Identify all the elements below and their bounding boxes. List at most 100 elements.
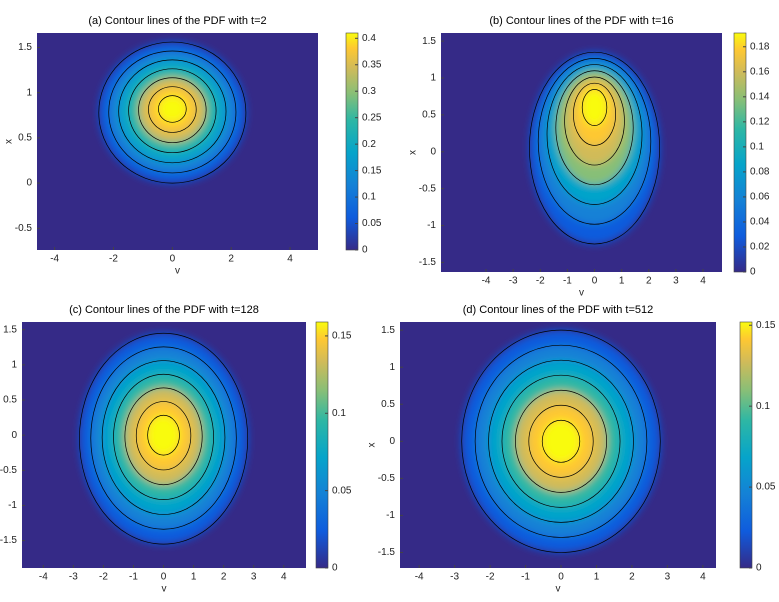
contour-line — [555, 70, 634, 186]
contour-line — [124, 387, 203, 486]
colorbar-tick-label: 0 — [332, 563, 338, 574]
contour-line — [541, 419, 581, 463]
y-axis-label: x — [4, 139, 15, 144]
x-tick-label: 3 — [665, 572, 671, 583]
contour-line — [98, 41, 247, 184]
x-axis-label: v — [556, 584, 561, 595]
contour-line — [461, 329, 661, 553]
contour-line — [118, 59, 227, 164]
x-tick-label: -4 — [39, 572, 48, 583]
colorbar-tick-label: 0.06 — [750, 192, 770, 203]
y-tick-label: 1.5 — [381, 325, 395, 336]
y-tick-label: 0 — [430, 146, 436, 157]
y-tick-label: -0.5 — [419, 183, 437, 194]
contour-line — [528, 404, 594, 478]
x-tick-label: -3 — [450, 572, 459, 583]
colorbar-tick-label: 0.14 — [750, 91, 770, 102]
contour-line — [147, 414, 180, 456]
plot-area — [441, 33, 722, 272]
x-tick-label: 4 — [281, 572, 287, 583]
x-tick-label: 0 — [170, 254, 176, 265]
density-fill — [461, 330, 661, 553]
colorbar-tick-label: 0.04 — [750, 217, 770, 228]
x-tick-label: -1 — [521, 572, 530, 583]
colorbar-tick-label: 0.08 — [750, 167, 770, 178]
colorbar — [739, 321, 753, 569]
colorbar — [315, 321, 329, 569]
x-tick-label: 1 — [191, 572, 197, 583]
density-level — [542, 420, 580, 463]
x-tick-label: -4 — [50, 254, 59, 265]
x-tick-label: -2 — [536, 276, 545, 287]
y-tick-label: -1.5 — [378, 547, 396, 558]
x-tick-label: -1 — [563, 276, 572, 287]
x-tick-label: 2 — [228, 254, 234, 265]
colorbar-tick-label: 0.16 — [750, 66, 770, 77]
contour-line — [515, 389, 607, 493]
y-tick-label: -1.5 — [419, 257, 437, 268]
x-tick-label: 2 — [629, 572, 635, 583]
contour-line — [488, 359, 634, 523]
contour-line — [474, 344, 648, 538]
contour-line — [101, 360, 226, 515]
colorbar-tick-label: 0.4 — [362, 33, 376, 44]
colorbar-tick-label: 0 — [750, 267, 756, 278]
density-level — [158, 95, 187, 123]
y-tick-label: -0.5 — [15, 223, 33, 234]
x-axis-label: v — [579, 288, 584, 299]
colorbar-tick-label: 0.25 — [362, 112, 382, 123]
colorbar-tick-label: 0.1 — [362, 192, 376, 203]
density-level — [582, 89, 607, 126]
contour-line — [79, 332, 249, 545]
x-tick-label: 1 — [619, 276, 625, 287]
y-tick-label: 0 — [26, 178, 32, 189]
y-tick-label: -1.5 — [0, 535, 17, 546]
y-axis-label: x — [408, 150, 419, 155]
y-tick-label: 0 — [389, 436, 395, 447]
colorbar-tick-label: 0.1 — [756, 401, 770, 412]
density-fill — [98, 42, 246, 184]
y-tick-label: 0.5 — [422, 110, 436, 121]
x-tick-label: 4 — [700, 276, 706, 287]
y-tick-label: 1 — [430, 73, 436, 84]
x-tick-label: -1 — [129, 572, 138, 583]
colorbar-tick-label: 0.05 — [756, 482, 776, 493]
contour-line — [581, 89, 608, 126]
contour-line — [564, 76, 625, 166]
x-tick-label: -3 — [509, 276, 518, 287]
density-fill — [79, 333, 248, 545]
y-tick-label: -0.5 — [0, 465, 17, 476]
contour-line — [113, 373, 214, 500]
x-tick-label: 2 — [221, 572, 227, 583]
x-tick-label: 0 — [592, 276, 598, 287]
x-axis-label: v — [162, 584, 167, 595]
colorbar-tick-label: 0.35 — [362, 59, 382, 70]
colorbar-tick-label: 0.05 — [362, 218, 382, 229]
panel-title: (a) Contour lines of the PDF with t=2 — [88, 15, 266, 27]
colorbar-tick-label: 0.15 — [756, 320, 776, 331]
contour-line — [135, 401, 192, 471]
x-tick-label: 4 — [287, 254, 293, 265]
x-tick-label: 0 — [558, 572, 564, 583]
contour-line — [138, 77, 207, 143]
colorbar-tick-label: 0 — [362, 245, 368, 256]
x-tick-label: 4 — [700, 572, 706, 583]
y-tick-label: 1 — [11, 360, 17, 371]
y-tick-label: 1.5 — [18, 42, 32, 53]
y-tick-label: 1.5 — [422, 36, 436, 47]
y-tick-label: 0.5 — [3, 395, 17, 406]
y-tick-label: -1 — [427, 220, 436, 231]
contour-line — [148, 86, 197, 133]
colorbar — [733, 32, 747, 273]
density-fill — [529, 52, 660, 244]
plot-area — [37, 33, 318, 250]
y-axis-label: x — [367, 443, 378, 448]
colorbar-tick-label: 0.15 — [332, 331, 352, 342]
colorbar-tick-label: 0.3 — [362, 86, 376, 97]
colorbar — [345, 32, 359, 251]
x-tick-label: 2 — [646, 276, 652, 287]
density-level — [147, 415, 180, 456]
colorbar-tick-label: 0.05 — [332, 485, 352, 496]
